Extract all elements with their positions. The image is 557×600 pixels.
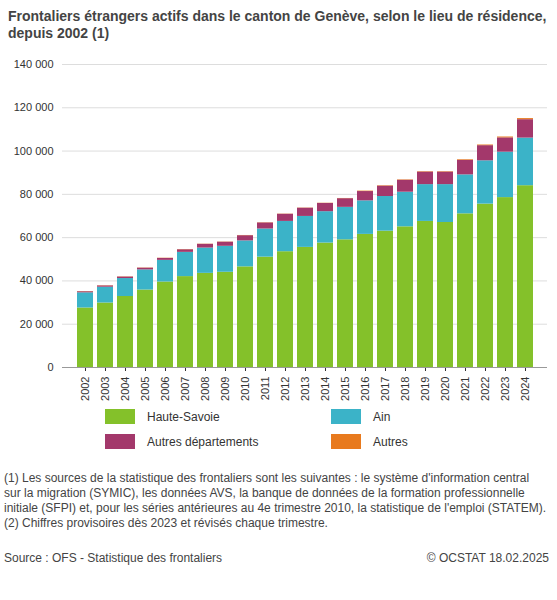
html-text:Autres: Autres bbox=[373, 434, 408, 449]
svg-text:2019: 2019 bbox=[419, 377, 431, 401]
svg-text:2023: 2023 bbox=[499, 377, 511, 401]
html-text:Autres départements: Autres départements bbox=[147, 434, 259, 449]
svg-text:0: 0 bbox=[47, 361, 53, 373]
svg-text:40 000: 40 000 bbox=[20, 274, 54, 286]
html-text:Source : OFS - Statistique des: Source : OFS - Statistique des frontalie… bbox=[4, 551, 223, 565]
svg-text:2009: 2009 bbox=[219, 377, 231, 401]
svg-text:120 000: 120 000 bbox=[14, 101, 54, 113]
svg-text:60 000: 60 000 bbox=[20, 231, 54, 243]
svg-text:2018: 2018 bbox=[399, 377, 411, 401]
svg-text:2010: 2010 bbox=[239, 377, 251, 401]
html-text:Ain: Ain bbox=[373, 409, 391, 424]
svg-text:2012: 2012 bbox=[279, 377, 291, 401]
svg-text:2002: 2002 bbox=[79, 377, 91, 401]
svg-text:2014: 2014 bbox=[319, 377, 331, 401]
svg-text:140 000: 140 000 bbox=[14, 58, 54, 70]
svg-text:2011: 2011 bbox=[259, 377, 271, 401]
svg-text:2022: 2022 bbox=[479, 377, 491, 401]
svg-text:2007: 2007 bbox=[179, 377, 191, 401]
svg-text:2005: 2005 bbox=[139, 377, 151, 401]
svg-text:2003: 2003 bbox=[99, 377, 111, 401]
svg-text:100 000: 100 000 bbox=[14, 145, 54, 157]
svg-text:2024: 2024 bbox=[519, 377, 531, 401]
svg-text:2021: 2021 bbox=[459, 377, 471, 401]
html-text:Haute-Savoie: Haute-Savoie bbox=[147, 409, 220, 424]
svg-text:80 000: 80 000 bbox=[20, 188, 54, 200]
svg-text:2006: 2006 bbox=[159, 377, 171, 401]
svg-text:2017: 2017 bbox=[379, 377, 391, 401]
svg-text:2020: 2020 bbox=[439, 377, 451, 401]
svg-text:2013: 2013 bbox=[299, 377, 311, 401]
html-text:Frontaliers étrangers actifs d: Frontaliers étrangers actifs dans le can… bbox=[8, 8, 547, 41]
svg-text:20 000: 20 000 bbox=[20, 318, 54, 330]
svg-text:2016: 2016 bbox=[359, 377, 371, 401]
html-text:(2) Chiffres provisoires dès 2: (2) Chiffres provisoires dès 2023 et rév… bbox=[4, 516, 328, 530]
svg-text:2004: 2004 bbox=[119, 377, 131, 401]
svg-text:2015: 2015 bbox=[339, 377, 351, 401]
svg-text:2008: 2008 bbox=[199, 377, 211, 401]
html-text:(1) Les sources de la statisti: (1) Les sources de la statistique des fr… bbox=[4, 471, 547, 515]
html-text:© OCSTAT 18.02.2025: © OCSTAT 18.02.2025 bbox=[426, 551, 549, 565]
